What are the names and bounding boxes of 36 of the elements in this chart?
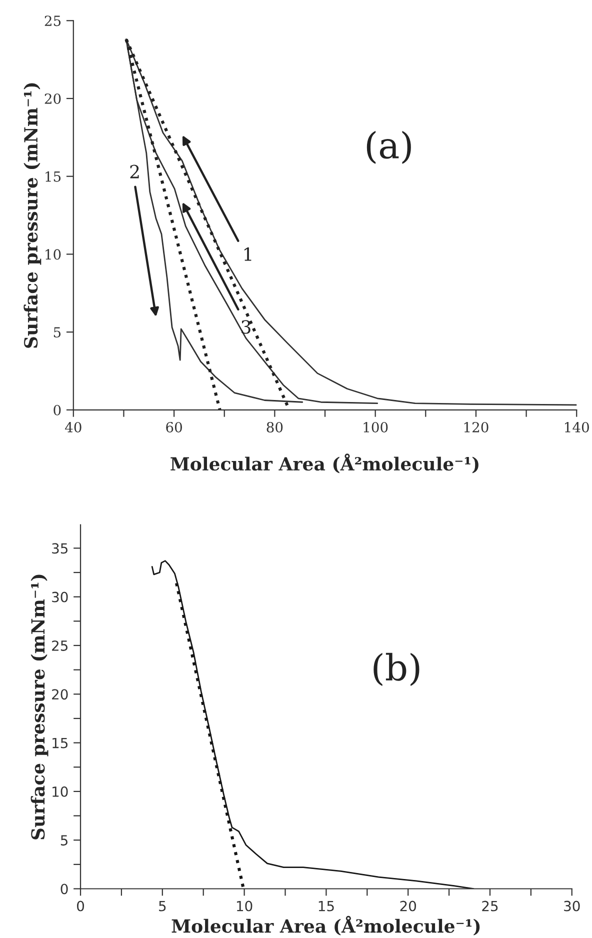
x-tick-label: 40: [65, 422, 82, 432]
annotation: 1: [244, 247, 252, 261]
annotation: 3: [242, 320, 250, 334]
y-tick-label: 5: [60, 835, 68, 846]
y-tick-label: 0: [60, 884, 68, 894]
y-tick-label: 30: [52, 592, 68, 602]
x-tick-label: 0: [77, 900, 84, 912]
x-tick-label: 120: [464, 422, 488, 432]
annotation: (a): [366, 130, 411, 164]
y-tick-label: 35: [52, 543, 68, 554]
y-tick-label: 10: [52, 786, 68, 797]
x-tick-label: 5: [159, 900, 166, 912]
x-tick-label: 20: [400, 900, 416, 912]
x-tick-label: 10: [236, 900, 252, 912]
x-tick-label: 30: [564, 900, 580, 912]
y-tick-label: 15: [46, 171, 61, 182]
x-tick-label: 80: [266, 422, 283, 432]
x-tick-label: 100: [364, 422, 388, 432]
y-tick-label: 15: [52, 738, 68, 748]
y-tick-label: 10: [46, 249, 61, 260]
y-tick-label: 20: [52, 689, 68, 700]
annotation: (b): [374, 652, 420, 686]
x-tick-label: 60: [166, 422, 182, 432]
y-axis-title: Surface pressure (mNm⁻¹): [24, 83, 42, 348]
x-tick-label: 25: [482, 900, 498, 912]
y-tick-label: 0: [54, 404, 61, 416]
x-tick-label: 140: [565, 422, 589, 432]
x-axis-title: Molecular Area (Å²molecule⁻¹): [170, 454, 478, 474]
x-axis-title: Molecular Area (Å²molecule⁻¹): [172, 916, 480, 936]
y-tick-label: 5: [54, 327, 61, 338]
y-tick-label: 25: [52, 640, 68, 651]
x-tick-label: 15: [318, 900, 334, 912]
y-tick-label: 20: [44, 93, 61, 104]
annotation: 2: [130, 164, 139, 178]
y-axis-title: Surface pressure (mNm⁻¹): [30, 574, 48, 840]
y-tick-label: 25: [44, 16, 61, 26]
